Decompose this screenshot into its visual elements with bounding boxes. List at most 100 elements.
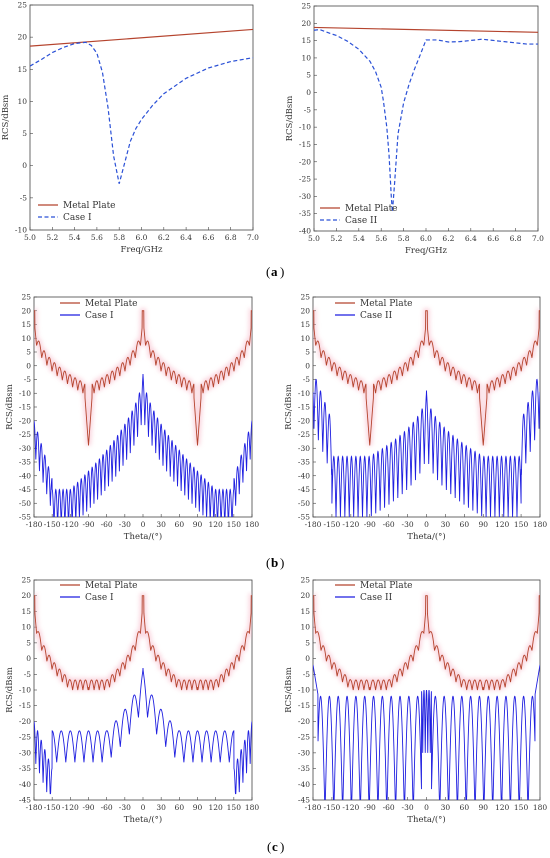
x-tick-label: 90	[478, 520, 488, 529]
y-tick-label: -25	[19, 733, 31, 742]
panel-label-c: c	[272, 839, 278, 854]
legend-label: Metal Plate	[360, 299, 413, 309]
y-tick-label: -40	[299, 227, 311, 236]
panel-label-b-close: )	[280, 555, 284, 570]
chart-a2: -40 -35 -30 -25 -20 -15 -10 -5 0 5 10 15 20 25 5.0 5.2 5…	[285, 2, 544, 257]
x-tick-label: -60	[383, 803, 395, 812]
x-tick-label: 150	[514, 520, 529, 529]
x-tick-label: 120	[495, 803, 510, 812]
x-tick-label: 60	[460, 803, 470, 812]
x-tick-label: -180	[26, 520, 43, 529]
y-axis-label: RCS/dBsm	[284, 384, 294, 430]
panel-label-b: b	[271, 555, 278, 570]
series-line-case-i	[30, 41, 253, 184]
y-axis-label: RCS/dBsm	[5, 667, 15, 713]
y-tick-label: -35	[299, 209, 311, 218]
y-tick-label: 25	[300, 576, 310, 585]
y-tick-label: 0	[26, 654, 31, 663]
chart-a1: -10 -5 0 5 10 15 20 25 5.0 5.2 5.4 5.6 5.8 6.0 6.2 6.4 6…	[1, 1, 259, 256]
x-tick-label: 60	[175, 803, 185, 812]
y-tick-label: -25	[298, 733, 310, 742]
y-tick-label: 5	[26, 348, 31, 357]
panel-label-b-open: (	[266, 555, 270, 570]
y-tick-label: 5	[305, 348, 310, 357]
y-tick-label: -15	[19, 701, 31, 710]
x-axis-label: Freq/GHz	[121, 245, 163, 255]
x-tick-label: -120	[342, 803, 359, 812]
series-line-metal-plate	[314, 26, 538, 33]
y-tick-label: -5	[303, 670, 311, 679]
plot-area	[30, 28, 253, 184]
y-tick-label: 10	[300, 334, 310, 343]
x-tick-label: 5.2	[330, 234, 342, 243]
y-tick-label: -55	[298, 513, 310, 522]
x-tick-label: -60	[383, 520, 395, 529]
x-tick-label: 120	[209, 803, 224, 812]
x-tick-label: 180	[533, 520, 548, 529]
x-tick-label: -30	[119, 520, 131, 529]
y-tick-label: 15	[17, 65, 27, 74]
x-tick-label: 5.4	[69, 233, 81, 242]
x-tick-label: 6.8	[510, 234, 522, 243]
legend-label: Case I	[85, 593, 114, 603]
x-tick-label: 5.4	[353, 234, 365, 243]
series-line-case-i	[34, 667, 252, 795]
series-line-metal-plate	[34, 310, 252, 446]
panel-label-a: a	[271, 264, 278, 279]
y-tick-label: -20	[299, 157, 311, 166]
y-axis-label: RCS/dBsm	[5, 384, 15, 430]
x-tick-label: 6.4	[180, 233, 192, 242]
x-tick-label: 5.8	[113, 233, 125, 242]
x-tick-label: 180	[245, 803, 260, 812]
y-tick-label: 25	[17, 1, 27, 10]
y-tick-label: 5	[26, 638, 31, 647]
x-tick-label: -180	[26, 803, 43, 812]
y-axis-label: RCS/dBsm	[1, 95, 11, 141]
y-tick-label: -15	[299, 140, 311, 149]
y-tick-label: -25	[299, 175, 311, 184]
y-tick-label: 20	[300, 591, 310, 600]
x-tick-label: -120	[342, 520, 359, 529]
series-line-case-ii	[314, 28, 538, 213]
y-tick-label: 15	[21, 320, 31, 329]
y-tick-label: -15	[298, 403, 310, 412]
x-axis-label: Theta/(°)	[407, 531, 445, 542]
y-tick-label: 10	[21, 623, 31, 632]
y-tick-label: -20	[19, 416, 31, 425]
y-tick-label: -30	[299, 192, 311, 201]
legend-label: Metal Plate	[360, 581, 413, 591]
x-axis-label: Theta/(°)	[124, 531, 162, 542]
y-tick-label: -5	[304, 105, 312, 114]
y-tick-label: -5	[24, 670, 32, 679]
x-tick-label: 150	[227, 803, 242, 812]
x-tick-label: 6.6	[202, 233, 214, 242]
y-tick-label: 0	[26, 361, 31, 370]
y-tick-label: 0	[22, 161, 27, 170]
x-tick-label: -60	[101, 520, 113, 529]
y-tick-label: -10	[298, 389, 310, 398]
x-tick-label: 7.0	[532, 234, 544, 243]
x-tick-label: 5.0	[308, 234, 320, 243]
x-tick-label: 6.8	[225, 233, 237, 242]
plot-area	[34, 593, 252, 795]
y-tick-label: 10	[300, 623, 310, 632]
x-tick-label: 150	[227, 520, 242, 529]
plot-area	[314, 26, 538, 213]
panel-label-c-close: )	[280, 839, 284, 854]
x-tick-label: 5.0	[24, 233, 36, 242]
x-tick-label: 30	[156, 803, 166, 812]
y-tick-label: 20	[21, 306, 31, 315]
y-tick-label: 15	[300, 607, 310, 616]
y-tick-label: -10	[19, 686, 31, 695]
x-tick-label: -150	[323, 520, 340, 529]
y-tick-label: 15	[300, 320, 310, 329]
chart-b1: -55-50-45-40-35-30-25-20-15-10-505101520…	[5, 293, 259, 543]
y-tick-label: 5	[22, 129, 27, 138]
y-tick-label: -5	[24, 375, 32, 384]
plot-area	[34, 308, 252, 517]
y-tick-label: 15	[21, 607, 31, 616]
y-tick-label: -5	[20, 193, 28, 202]
x-tick-label: 6.0	[420, 234, 432, 243]
y-tick-label: -40	[298, 780, 310, 789]
